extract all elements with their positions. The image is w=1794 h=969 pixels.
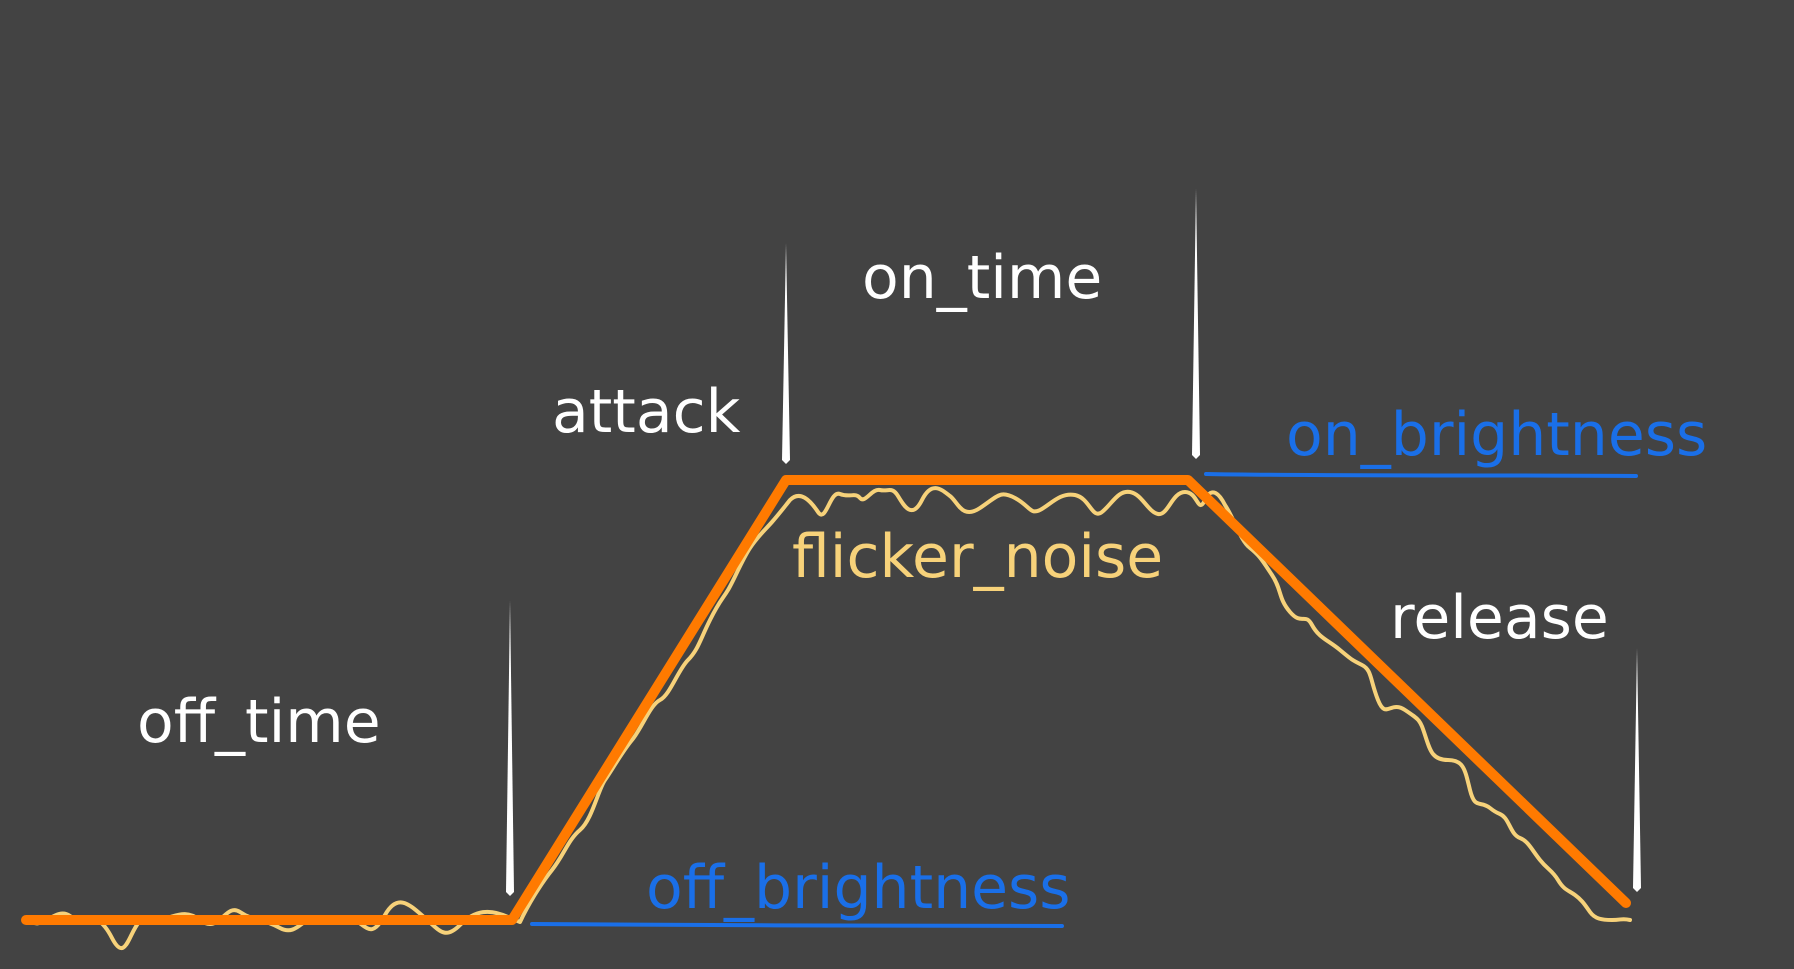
off-time-label: off_time xyxy=(137,687,381,757)
flicker-noise-line xyxy=(26,486,1632,950)
off-brightness-label: off_brightness xyxy=(646,853,1071,923)
brightness-envelope-line xyxy=(21,475,1631,925)
attack-boundary-marker xyxy=(782,243,790,464)
on-brightness-underline xyxy=(1204,472,1638,478)
off-brightness-underline xyxy=(530,922,1064,928)
attack-label: attack xyxy=(552,377,741,447)
flicker-noise-label: flicker_noise xyxy=(792,522,1164,592)
release-boundary-marker xyxy=(1633,648,1641,892)
on-time-label: on_time xyxy=(862,243,1103,313)
release-label: release xyxy=(1390,583,1609,653)
on-time-boundary-marker xyxy=(1192,188,1200,459)
off-time-boundary-marker xyxy=(506,600,514,896)
on-brightness-label: on_brightness xyxy=(1286,400,1708,470)
